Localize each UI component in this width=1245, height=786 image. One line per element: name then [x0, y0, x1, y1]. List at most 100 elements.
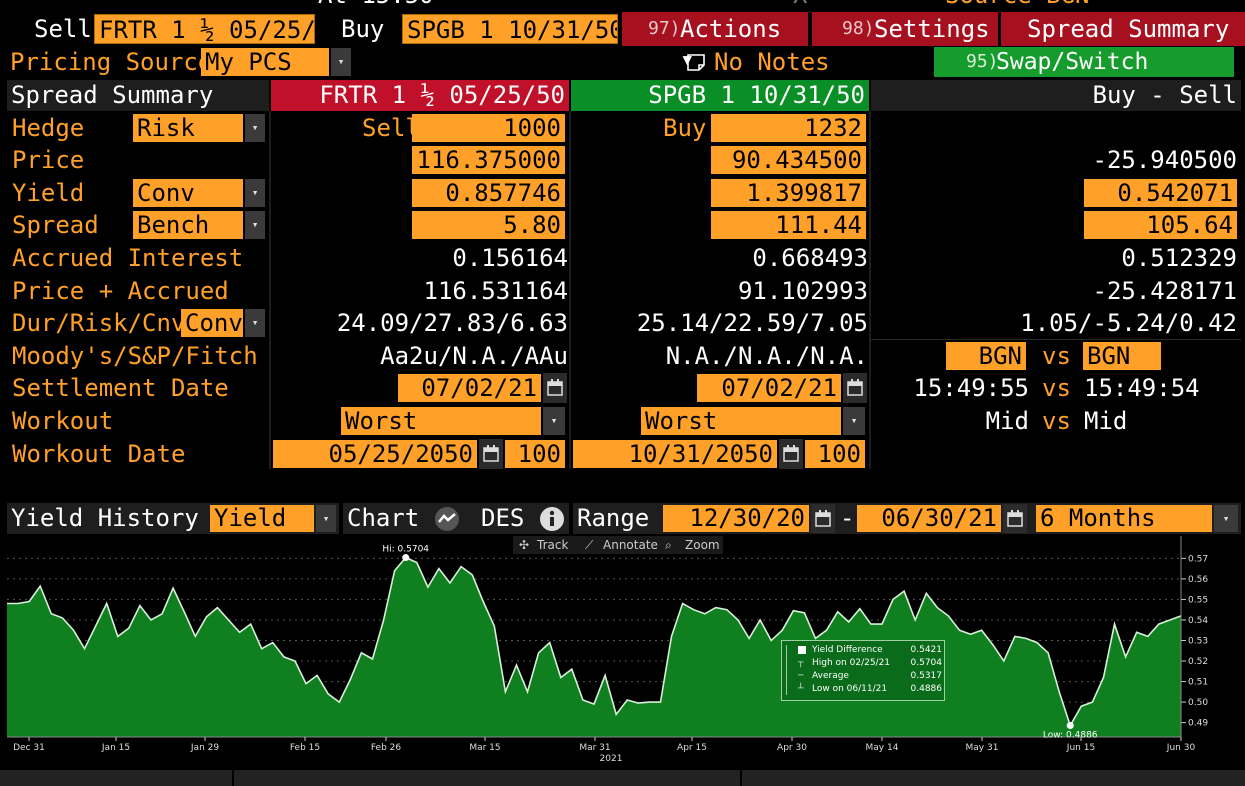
spread-summary-button[interactable]: Spread Summary: [1001, 12, 1245, 46]
y-tick-label: 0.53: [1188, 637, 1208, 647]
pricing-source-label: Pricing Source: [10, 48, 213, 76]
dur-select[interactable]: Conv: [181, 309, 243, 337]
info-icon[interactable]: [539, 506, 565, 532]
track-icon: ✣: [519, 538, 530, 552]
buy-workout-dropdown[interactable]: ▾: [843, 407, 865, 435]
chart-label[interactable]: Chart: [347, 504, 420, 532]
legend-value: 0.5704: [910, 658, 943, 668]
range-start-field[interactable]: 12/30/20: [663, 505, 809, 532]
buy-workout-price-field[interactable]: 100: [805, 440, 865, 468]
period-dropdown[interactable]: ▾: [1214, 505, 1238, 532]
buy-spread-field[interactable]: 111.44: [711, 211, 866, 239]
buy-source-field[interactable]: BGN: [1083, 342, 1161, 370]
annotate-tool[interactable]: Annotate: [603, 538, 658, 552]
buy-workout-date-field[interactable]: 10/31/2050: [573, 440, 777, 468]
calendar-icon[interactable]: [479, 439, 503, 469]
yield-line: [7, 556, 1182, 728]
range-end-field[interactable]: 06/30/21: [857, 505, 1001, 532]
notes-label[interactable]: No Notes: [714, 48, 830, 76]
hedge-label: Hedge: [12, 114, 85, 142]
y-axis: 0.49 0.50 0.51 0.52 0.53 0.54 0.55 0.56 0.57: [1180, 536, 1208, 737]
spread-dropdown[interactable]: ▾: [245, 211, 265, 239]
yield-diff-field[interactable]: 0.542071: [1084, 179, 1237, 207]
x-partial: X: [793, 0, 807, 10]
buy-price-accrued: 91.102993: [737, 277, 868, 305]
buy-workout-price: Mid: [1084, 407, 1128, 435]
calendar-icon[interactable]: [779, 439, 803, 469]
sell-time: 15:49:55: [913, 374, 1029, 402]
x-tick-label: Feb 26: [371, 743, 402, 753]
settings-button[interactable]: 98) Settings: [812, 12, 998, 46]
col2-header: SPGB 1 10/31/50: [571, 80, 869, 111]
yield-select[interactable]: Conv: [133, 179, 243, 207]
yield-history-chart[interactable]: 0.49 0.50 0.51 0.52 0.53 0.54 0.55 0.56 0.57 Dec…: [0, 536, 1245, 770]
status-divider: [740, 770, 742, 786]
bottom-status-bar: [0, 770, 1245, 786]
spread-select[interactable]: Bench: [133, 211, 243, 239]
time-partial: At 15:50: [318, 0, 434, 10]
legend-high-icon: ┬: [798, 658, 804, 668]
dur-dropdown[interactable]: ▾: [245, 309, 265, 337]
buy-yield-field[interactable]: 1.399817: [711, 179, 866, 207]
buy-price-field[interactable]: 90.434500: [711, 146, 866, 174]
sell-amount-field[interactable]: 1000: [412, 114, 565, 142]
pricing-source-dropdown[interactable]: ▾: [331, 48, 351, 76]
buy-accrued: 0.668493: [752, 244, 868, 272]
annotate-icon: ⟋: [585, 538, 594, 552]
zoom-tool[interactable]: Zoom: [685, 538, 720, 552]
dur-label: Dur/Risk/Cnv: [12, 309, 186, 337]
y-tick-label: 0.55: [1188, 595, 1208, 605]
sell-settlement-field[interactable]: 07/02/21: [398, 374, 541, 402]
accrued-label: Accrued Interest: [12, 244, 244, 272]
legend-row: ─ Average 0.5317: [788, 671, 942, 683]
notes-icon[interactable]: [686, 53, 706, 71]
sell-workout-select[interactable]: Worst: [341, 407, 541, 435]
legend-row: ┴ Low on 06/11/21 0.4886: [788, 684, 942, 696]
hedge-dropdown[interactable]: ▾: [245, 114, 265, 142]
sell-workout-price-field[interactable]: 100: [505, 440, 565, 468]
buy-security-field[interactable]: SPGB 1 10/31/50: [402, 14, 618, 44]
swap-switch-ticket-button[interactable]: 95) Swap/Switch Ticket: [934, 47, 1234, 105]
legend-value: 0.4886: [910, 684, 943, 694]
buy-workout-select[interactable]: Worst: [641, 407, 841, 435]
y-tick-label: 0.57: [1188, 554, 1208, 564]
calendar-icon[interactable]: [811, 504, 835, 533]
pricing-source-select[interactable]: My PCS: [201, 48, 329, 76]
des-label[interactable]: DES: [481, 504, 525, 532]
sell-price-field[interactable]: 116.375000: [412, 146, 565, 174]
calendar-icon[interactable]: [1003, 504, 1027, 533]
track-tool[interactable]: Track: [537, 538, 569, 552]
chart-legend[interactable]: Yield Difference 0.5421 ┬ High on 02/25/…: [781, 640, 945, 701]
legend-square-icon: [798, 646, 806, 654]
calendar-icon[interactable]: [843, 373, 867, 403]
buy-settlement-field[interactable]: 07/02/21: [697, 374, 841, 402]
yield-dropdown[interactable]: ▾: [245, 179, 265, 207]
sell-yield-field[interactable]: 0.857746: [412, 179, 565, 207]
sell-price-accrued: 116.531164: [423, 277, 569, 305]
sell-workout-dropdown[interactable]: ▾: [543, 407, 565, 435]
spread-diff-field[interactable]: 105.64: [1084, 211, 1237, 239]
hedge-sell-label: Sell: [362, 114, 420, 142]
period-select[interactable]: 6 Months: [1036, 505, 1212, 532]
calendar-icon[interactable]: [543, 373, 567, 403]
actions-button[interactable]: 97) Actions ▾: [622, 12, 808, 73]
y-tick-label: 0.52: [1188, 657, 1208, 667]
price-label: Price: [12, 146, 85, 174]
history-type-select[interactable]: Yield: [210, 505, 314, 532]
x-tick-label: Jun 30: [1166, 743, 1196, 753]
x-tick-label: Jan 15: [101, 743, 130, 753]
legend-value: 0.5317: [910, 671, 943, 681]
zoom-icon: ⌕: [665, 538, 672, 552]
legend-row: ┬ High on 02/25/21 0.5704: [788, 658, 942, 670]
chart-type-icon[interactable]: [434, 506, 460, 532]
buy-amount-field[interactable]: 1232: [711, 114, 866, 142]
sell-spread-field[interactable]: 5.80: [412, 211, 565, 239]
sell-security-field[interactable]: FRTR 1 ½ 05/25/: [94, 14, 315, 44]
sell-source-field[interactable]: BGN: [946, 342, 1026, 370]
sell-workout-date-field[interactable]: 05/25/2050: [273, 440, 477, 468]
price-diff: -25.940500: [1092, 146, 1238, 174]
history-type-dropdown[interactable]: ▾: [316, 505, 336, 532]
ratings-label: Moody's/S&P/Fitch: [12, 342, 258, 370]
hedge-select[interactable]: Risk: [133, 114, 243, 142]
sell-label: Sell: [34, 15, 92, 43]
